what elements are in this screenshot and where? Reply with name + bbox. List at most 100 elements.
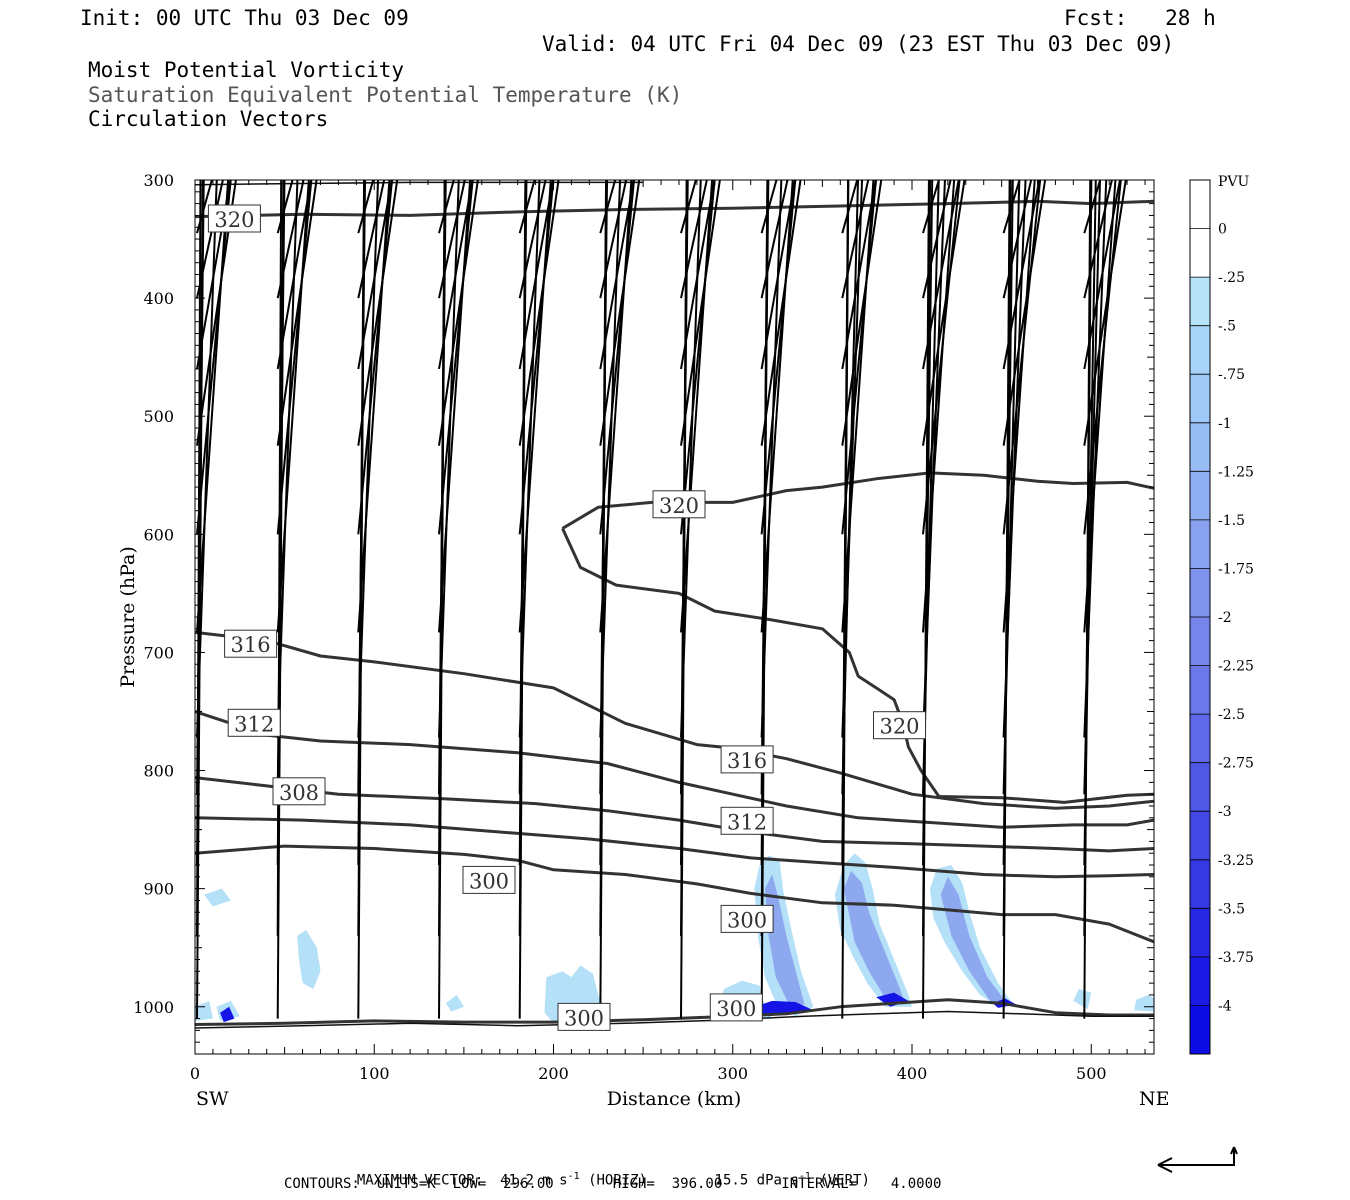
contour-296-surface (195, 998, 1154, 1026)
contour-label: 300 (462, 865, 516, 894)
contour-label-box (720, 904, 774, 933)
contour-label-text: 320 (214, 208, 254, 232)
circulation-vector (922, 180, 952, 299)
vert-tag: (VERT) (819, 1172, 870, 1189)
vector-shaft (599, 180, 641, 446)
mpv-shade-region (940, 876, 1006, 1002)
colorbar-swatch (1190, 471, 1210, 521)
circulation-vector (438, 180, 460, 738)
circulation-vector (922, 180, 960, 370)
circulation-vector (922, 180, 930, 1019)
contour-label: 312 (720, 806, 774, 835)
vector-shaft (760, 180, 769, 1019)
circulation-vector-layer (196, 180, 1127, 1019)
contour-label-box (709, 993, 763, 1022)
y-axis-label: Pressure (hPa) (117, 546, 139, 688)
left-end-label: SW (196, 1088, 229, 1110)
vector-shaft (680, 180, 702, 738)
colorbar-level-label: -2 (1218, 610, 1232, 626)
vector-shaft (841, 180, 859, 234)
mpv-shade-region (1073, 989, 1092, 1010)
circulation-vector (518, 180, 547, 299)
vector-shaft (518, 180, 560, 446)
circulation-vector (841, 180, 850, 1019)
contour-316 (195, 630, 1154, 810)
colorbar-swatch (1190, 665, 1210, 715)
circulation-vector (518, 180, 536, 234)
contour-label-text: 300 (469, 869, 509, 893)
circulation-vector (841, 180, 859, 234)
vector-shaft (518, 180, 547, 299)
contour-label-text: 312 (234, 712, 274, 736)
vector-shaft (357, 180, 399, 446)
circulation-vector (518, 180, 541, 738)
x-tick-label: 500 (1076, 1064, 1107, 1083)
x-tick-label: 400 (897, 1064, 928, 1083)
y-tick-label: 400 (143, 289, 174, 308)
y-axis: 300 400 500 600 700 800 900 1000 (133, 171, 1154, 1055)
circulation-vector (357, 180, 386, 299)
circulation-vector (1002, 180, 1041, 370)
circulation-vector (760, 180, 778, 234)
contour-308 (195, 776, 1154, 853)
contour-label-box (873, 711, 926, 740)
circulation-vector (1002, 180, 1033, 299)
contour-label: 316 (224, 629, 278, 658)
vector-shaft (276, 180, 285, 1019)
circulation-vector (276, 180, 305, 299)
field-title-vectors: Circulation Vectors (88, 107, 329, 131)
vector-shaft (276, 180, 305, 299)
vector-shaft (922, 180, 952, 299)
colorbar: PVU 0 -.25 -.5 -.75 -1 -1.25 -1.5 -1.75 -2 -2.25 -2… (1189, 174, 1254, 1055)
contour-320-descend (561, 527, 1154, 804)
colorbar-level-label: -2.75 (1218, 756, 1254, 772)
vector-shaft (276, 180, 294, 234)
contour-label: 308 (272, 777, 326, 806)
vector-shaft (1002, 180, 1011, 1019)
y-tick-label: 1000 (133, 998, 174, 1017)
init-time-label: Init: 00 UTC Thu 03 Dec 09 (80, 6, 409, 30)
contour-312 (195, 710, 1154, 829)
field-title-theta-es: Saturation Equivalent Potential Temperat… (88, 83, 683, 107)
vector-shaft (196, 180, 218, 738)
circulation-vector (276, 180, 294, 234)
contour-320-mid (561, 471, 1154, 530)
contour-320-top (195, 199, 1154, 219)
vector-shaft (1002, 180, 1021, 234)
max-vector-label: MAXIMUM VECTOR: (356, 1172, 484, 1189)
y-tick-label: 800 (143, 762, 174, 781)
vert-exponent: -1 (798, 1171, 811, 1182)
horiz-max-value: 41.2 m s (500, 1172, 568, 1189)
vector-shaft (1002, 180, 1041, 370)
vector-shaft (518, 180, 536, 234)
circulation-vector (599, 180, 641, 446)
colorbar-swatch (1190, 519, 1210, 569)
circulation-vector (922, 180, 940, 234)
contour-label-box (207, 204, 261, 233)
contour-300 (195, 844, 1154, 944)
forecast-hour-label: Fcst: 28 h (1064, 6, 1216, 30)
contour-label-text: 300 (564, 1006, 604, 1030)
vector-shaft (357, 180, 380, 738)
vector-shaft (760, 180, 778, 234)
vector-shaft (357, 180, 375, 234)
circulation-vector (438, 180, 466, 299)
colorbar-swatch (1190, 422, 1210, 472)
circulation-vector (760, 180, 769, 1019)
contour-304 (195, 816, 1154, 879)
circulation-vector (599, 180, 617, 234)
max-vector-line: MAXIMUM VECTOR: 41.2 m s-1 (HORIZ) 15.5 … (340, 1158, 870, 1188)
field-title-mpv: Moist Potential Vorticity (88, 58, 405, 82)
mpv-shade-region (929, 865, 1011, 1007)
colorbar-level-label: 0 (1218, 222, 1227, 238)
vector-shaft (922, 180, 940, 234)
contour-label: 300 (557, 1002, 611, 1031)
contour-top-edge (195, 181, 644, 186)
circulation-vector (760, 180, 783, 738)
vector-shaft (599, 180, 622, 738)
mpv-deep-region (750, 1000, 814, 1017)
right-end-label: NE (1139, 1088, 1170, 1110)
theta-es-contour-layer (195, 181, 1154, 1029)
contour-label-box (720, 745, 774, 774)
